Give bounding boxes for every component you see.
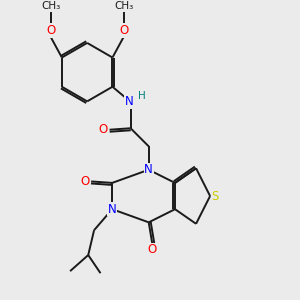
Text: H: H xyxy=(138,91,146,100)
Text: N: N xyxy=(144,163,153,176)
Text: N: N xyxy=(144,163,153,176)
Text: O: O xyxy=(80,175,89,188)
Text: CH₃: CH₃ xyxy=(114,2,133,11)
Text: N: N xyxy=(108,203,117,216)
Text: S: S xyxy=(212,190,219,202)
Text: CH₃: CH₃ xyxy=(41,2,60,11)
Text: O: O xyxy=(119,24,128,37)
Text: O: O xyxy=(46,24,56,37)
Text: O: O xyxy=(98,123,108,136)
Text: N: N xyxy=(125,95,134,108)
Text: O: O xyxy=(148,243,157,256)
